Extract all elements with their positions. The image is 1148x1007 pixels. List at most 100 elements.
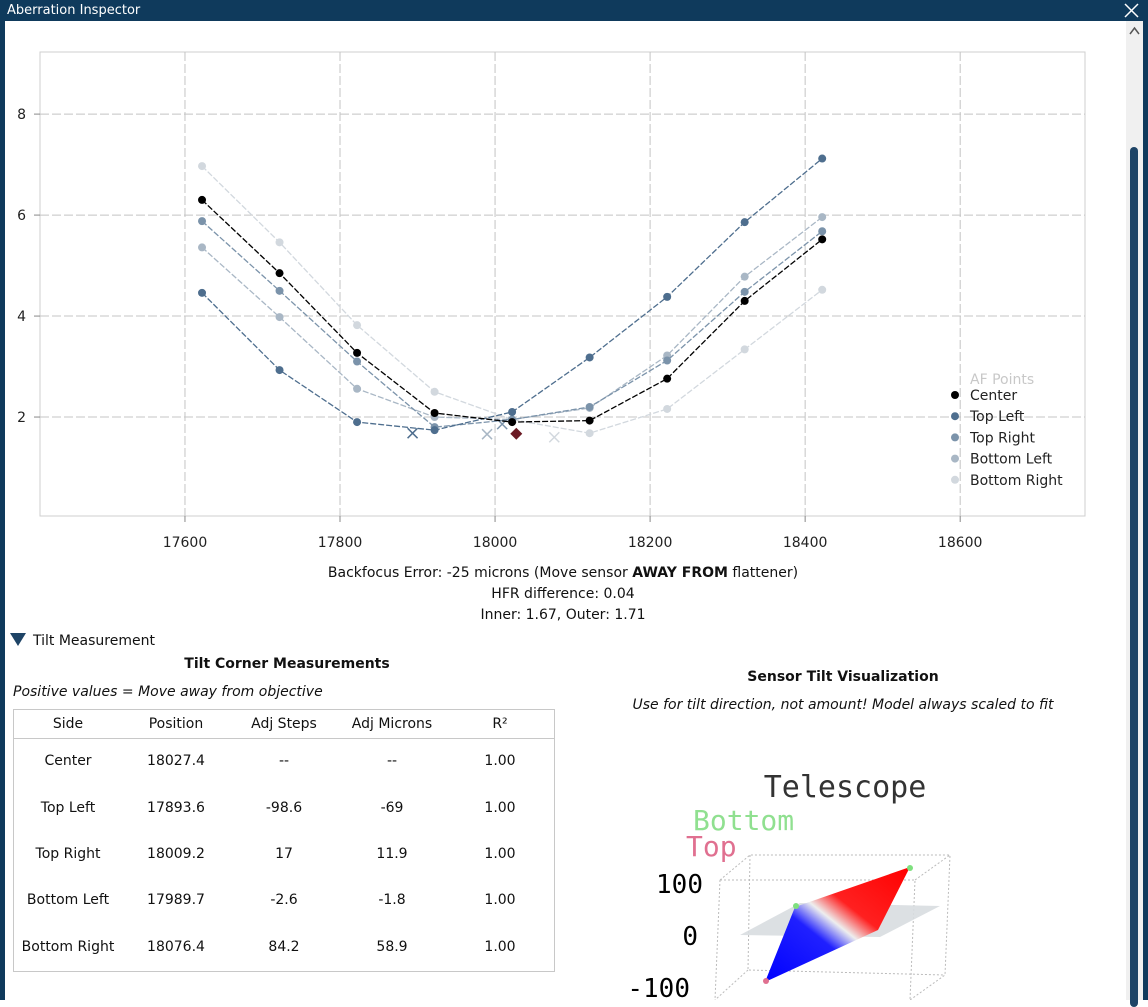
y-tick-label: 4 <box>17 309 26 325</box>
corner-marker <box>907 865 913 871</box>
table-cell: 1.00 <box>484 845 516 862</box>
table-cell: 11.9 <box>376 845 408 862</box>
x-tick-label: 18200 <box>628 535 673 551</box>
column-header: Side <box>52 715 84 732</box>
table-row: Bottom Right 18076.4 84.2 58.9 1.00 <box>14 924 554 970</box>
y-tick-label: 6 <box>17 208 26 224</box>
table-note: Positive values = Move away from objecti… <box>13 684 323 700</box>
table-cell: -98.6 <box>265 799 303 816</box>
section-header[interactable]: Tilt Measurement <box>33 633 155 649</box>
table-row: Bottom Left 17989.7 -2.6 -1.8 1.00 <box>14 877 554 923</box>
fit-minimum <box>407 427 419 439</box>
data-point <box>585 416 594 425</box>
x-tick-label: 18000 <box>473 535 518 551</box>
data-point <box>818 154 827 163</box>
x-tick-label: 18400 <box>783 535 828 551</box>
legend-label: Bottom Left <box>970 452 1053 468</box>
table-cell: Bottom Right <box>21 938 115 955</box>
legend-label: Top Right <box>969 430 1035 446</box>
plot-area <box>39 51 1086 517</box>
table-cell: -- <box>278 753 290 770</box>
table-cell: -1.8 <box>378 892 406 909</box>
series-line <box>201 165 823 434</box>
tilt-table: Side Position Adj Steps Adj Microns R² Center… <box>13 709 555 972</box>
column-header: Adj Steps <box>251 715 317 732</box>
window-border <box>1143 21 1148 1000</box>
data-point <box>663 404 672 413</box>
inner-outer: Inner: 1.67, Outer: 1.71 <box>480 607 646 623</box>
legend-marker <box>951 475 959 484</box>
data-point <box>275 313 284 322</box>
x-tick-label: 17800 <box>318 535 363 551</box>
axis-tick-label: 0 <box>682 922 698 952</box>
table-cell: -2.6 <box>270 892 298 909</box>
table-cell: 1.00 <box>484 799 516 816</box>
fit-minimum <box>481 428 493 440</box>
scroll-up[interactable] <box>1126 21 1143 41</box>
table-cell: Center <box>44 753 92 770</box>
data-point <box>508 407 517 416</box>
data-point <box>740 296 749 305</box>
table-cell: -- <box>386 753 398 770</box>
legend-marker <box>951 391 959 399</box>
data-point <box>818 227 827 236</box>
close-button[interactable] <box>1124 3 1139 18</box>
window-border <box>0 21 5 1000</box>
table-cell: Bottom Left <box>26 892 110 909</box>
viz-subtitle: Use for tilt direction, not amount! Mode… <box>632 697 1054 713</box>
title-bar: Aberration Inspector <box>0 0 1148 21</box>
data-point <box>818 235 827 244</box>
table-cell: 17893.6 <box>147 799 205 816</box>
data-point <box>430 387 439 396</box>
header-row: Side Position Adj Steps Adj Microns R² <box>14 710 554 738</box>
x-tick-label: 17600 <box>163 535 208 551</box>
data-point <box>353 418 362 427</box>
data-point <box>353 384 362 393</box>
legend-label: Top Left <box>969 409 1025 425</box>
table-cell: 1.00 <box>484 938 516 955</box>
backfocus-error: Backfocus Error: -25 microns (Move senso… <box>0 565 1126 581</box>
viz-label: Top <box>686 830 737 863</box>
legend-marker <box>951 412 959 421</box>
data-point <box>585 429 594 438</box>
legend-label: Center <box>970 388 1017 404</box>
data-point <box>740 272 749 281</box>
table-cell: 1.00 <box>484 892 516 909</box>
corner-marker <box>793 903 799 909</box>
data-point <box>663 356 672 365</box>
table-cell: 18076.4 <box>147 938 205 955</box>
legend-marker <box>951 433 959 442</box>
text-bold: AWAY FROM <box>632 565 728 581</box>
legend-marker <box>951 454 959 463</box>
tilt-3d-plot: Telescope Bottom Top 100 0 -100 <box>627 770 951 1000</box>
table-cell: Top Left <box>40 799 96 816</box>
data-point <box>585 353 594 362</box>
table-row: Top Left 17893.6 -98.6 -69 1.00 <box>14 784 554 830</box>
table: Side Position Adj Steps Adj Microns R² Center… <box>14 710 554 970</box>
viz-label: Telescope <box>764 770 927 805</box>
data-point <box>198 288 207 297</box>
table-cell: 17 <box>275 845 293 862</box>
y-tick-label: 2 <box>17 410 26 426</box>
table-cell: -69 <box>380 799 404 816</box>
wireframe <box>714 854 951 1000</box>
window-title: Aberration Inspector <box>7 3 141 18</box>
table-row: Center 18027.4 -- -- 1.00 <box>14 738 554 784</box>
data-point <box>663 292 672 301</box>
data-point <box>430 409 439 418</box>
scroll-thumb[interactable] <box>1130 147 1138 1007</box>
chart: AF Points 17600 17800 18000 18200 18400 18600… <box>17 51 1086 551</box>
viz-title: Sensor Tilt Visualization <box>747 669 939 685</box>
expander-toggle[interactable] <box>9 632 27 648</box>
column-header: R² <box>492 715 508 732</box>
table-cell: 18027.4 <box>147 753 205 770</box>
column-header: Adj Microns <box>351 715 433 732</box>
text: Backfocus Error: -25 microns (Move senso… <box>327 565 633 581</box>
table-cell: Top Right <box>35 845 101 862</box>
data-point <box>275 238 284 247</box>
data-point <box>198 162 207 171</box>
scrollbar[interactable] <box>1126 21 1143 1007</box>
data-point <box>353 357 362 366</box>
axis-tick-label: 100 <box>656 870 703 900</box>
